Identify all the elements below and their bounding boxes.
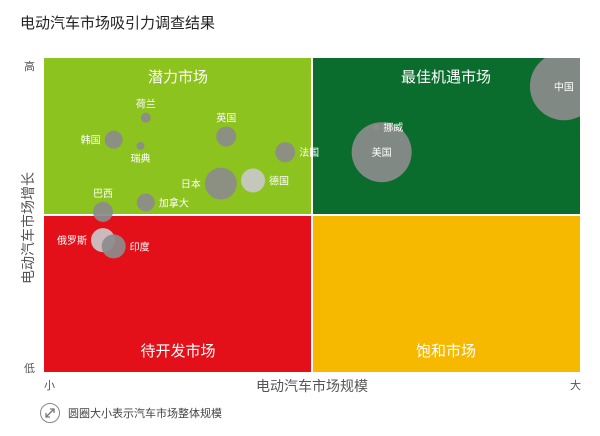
bubble-label-俄罗斯: 俄罗斯 (57, 234, 87, 247)
chart-title: 电动汽车市场吸引力调查结果 (20, 14, 216, 32)
y-axis-label: 电动汽车市场增长 (21, 172, 37, 284)
bubble-label-中国: 中国 (554, 80, 574, 93)
footnote-text: 圆圈大小表示汽车市场整体规模 (68, 407, 222, 420)
bubble-中国 (529, 58, 580, 121)
bubble-日本 (204, 167, 237, 200)
bubble-印度 (101, 234, 126, 259)
bubble-label-德国: 德国 (269, 174, 289, 187)
bubble-label-荷兰: 荷兰 (136, 98, 156, 111)
bubble-label-瑞典: 瑞典 (130, 152, 150, 165)
bubble-label-美国: 美国 (372, 146, 392, 159)
x-axis-label: 电动汽车市场规模 (256, 379, 368, 395)
bubble-label-印度: 印度 (130, 240, 150, 253)
bubble-法国 (275, 142, 296, 163)
bubble-瑞典 (136, 141, 145, 150)
bubble-加拿大 (136, 193, 155, 212)
bubble-巴西 (92, 201, 113, 222)
bubble-英国 (216, 126, 237, 147)
bubble-label-加拿大: 加拿大 (159, 196, 189, 209)
quadrant-bottom-left (44, 215, 312, 372)
bubble-label-挪威: 挪威 (383, 121, 403, 134)
quadrant-label-bottom-left: 待开发市场 (140, 342, 215, 360)
y-tick-low: 低 (24, 362, 35, 375)
bubble-label-韩国: 韩国 (81, 134, 101, 147)
bubble-挪威 (373, 124, 380, 131)
bubble-label-法国: 法国 (299, 146, 319, 159)
bubble-德国 (241, 168, 266, 193)
y-tick-high: 高 (24, 60, 35, 73)
quadrant-top-left (44, 58, 312, 215)
quadrant-bottom-right (312, 215, 580, 372)
resize-arrows-icon (40, 403, 60, 423)
quadrant-label-bottom-right: 饱和市场 (416, 342, 476, 360)
size-footnote: 圆圈大小表示汽车市场整体规模 (40, 403, 222, 423)
x-tick-high: 大 (570, 379, 581, 392)
quadrant-label-top-left: 潜力市场 (148, 68, 208, 86)
quadrant-label-top-right: 最佳机遇市场 (401, 68, 491, 86)
bubble-美国 (351, 122, 412, 183)
bubble-韩国 (104, 130, 123, 149)
bubble-label-巴西: 巴西 (93, 188, 113, 200)
bubble-label-英国: 英国 (216, 112, 236, 125)
bubble-荷兰 (140, 112, 151, 123)
x-tick-low: 小 (44, 379, 55, 392)
bubble-label-日本: 日本 (181, 178, 201, 191)
